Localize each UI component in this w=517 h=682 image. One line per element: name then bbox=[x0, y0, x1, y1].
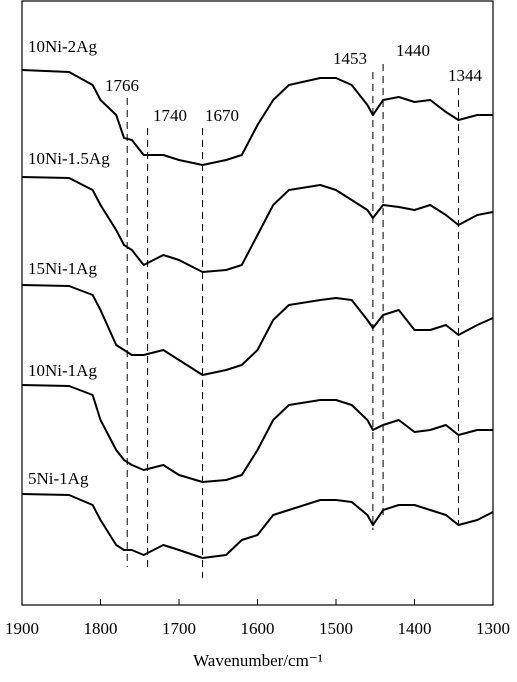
spectrum-line bbox=[21, 69, 493, 166]
spectrum-line bbox=[21, 176, 494, 273]
series-label: 15Ni-1Ag bbox=[28, 259, 97, 278]
x-axis-label: Wavenumber/cm⁻¹ bbox=[193, 651, 323, 670]
peak-label: 1670 bbox=[205, 106, 239, 125]
x-tick-label: 1600 bbox=[241, 619, 275, 638]
x-tick-label: 1900 bbox=[5, 619, 39, 638]
peak-label: 1344 bbox=[448, 66, 483, 85]
peak-label: 1740 bbox=[153, 106, 187, 125]
series-label: 10Ni-2Ag bbox=[28, 37, 97, 56]
series-label: 10Ni-1.5Ag bbox=[28, 149, 110, 168]
spectrum-line bbox=[21, 284, 494, 376]
spectrum-line bbox=[21, 493, 494, 559]
plot-frame bbox=[21, 0, 494, 606]
peak-label: 1766 bbox=[105, 76, 139, 95]
x-tick-label: 1500 bbox=[319, 619, 353, 638]
x-tick-label: 1800 bbox=[84, 619, 118, 638]
series-label: 5Ni-1Ag bbox=[28, 469, 89, 488]
spectrum-line bbox=[21, 384, 493, 483]
x-tick-label: 1400 bbox=[398, 619, 432, 638]
series-label: 10Ni-1Ag bbox=[28, 361, 97, 380]
x-tick-label: 1700 bbox=[162, 619, 196, 638]
x-tick-label: 1300 bbox=[476, 619, 510, 638]
peak-label: 1440 bbox=[396, 41, 430, 60]
peak-label: 1453 bbox=[333, 49, 367, 68]
